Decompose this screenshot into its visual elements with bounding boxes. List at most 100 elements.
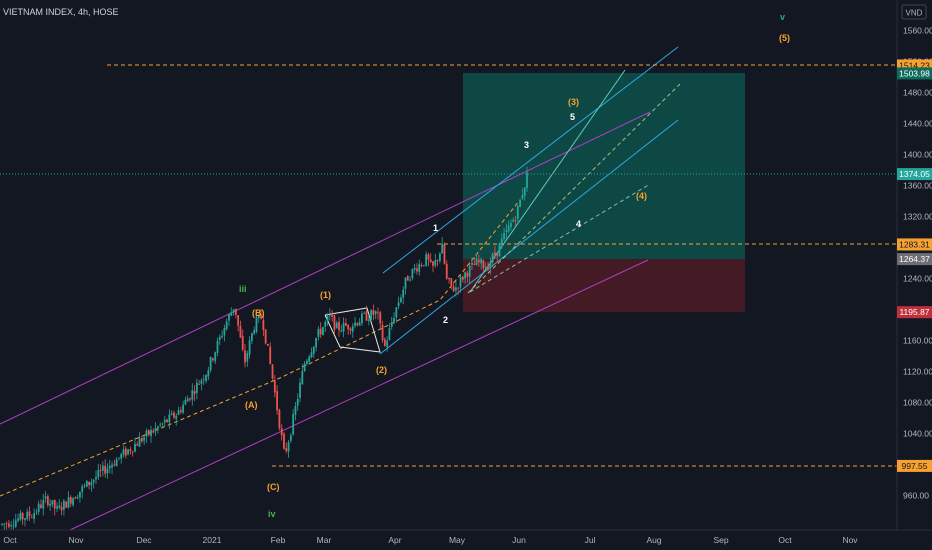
candle-body [328,314,331,316]
candle-body [21,512,24,520]
wave-label-2-orange: (2) [376,365,387,375]
candle-body [303,363,306,372]
candle-body [457,287,460,289]
candle-body [209,357,212,371]
wave-label-iii: iii [239,284,247,294]
candle-body [526,172,528,188]
price-label-bg[interactable] [897,459,932,472]
candle-body [372,310,375,315]
purple-upper-line[interactable] [0,111,651,425]
candle-body [271,364,274,379]
y-tick-label: 1040.00 [903,429,932,439]
candle-body [429,259,432,263]
candle-body [150,429,152,437]
triangle-pattern[interactable] [324,307,381,353]
horizontal-levels[interactable] [0,64,897,467]
candle-body [88,481,91,486]
candle-body [7,523,10,527]
candle-body [92,479,95,483]
candle-body [310,352,313,358]
candle-body [452,286,455,292]
candle-body [143,437,146,441]
candle-body [90,482,93,486]
x-tick-label: 2021 [203,535,222,545]
candle-body [356,323,359,326]
price-label: 997.55 [902,461,928,471]
candle-body [484,267,487,270]
x-axis-ticks: Oct Nov Dec 2021 Feb Mar Apr May Jun Jul Aug Sep Oct… [3,535,858,545]
purple-lower-line[interactable] [69,259,649,531]
y-tick-label: 960.00 [903,491,929,501]
purple-channel[interactable] [0,111,651,531]
candle-body [147,429,150,436]
candle-body [177,410,180,415]
candle-body [28,511,31,517]
loss-zone[interactable] [463,259,745,312]
candle-body [223,327,226,336]
x-tick-label: Feb [271,535,286,545]
candle-body [448,278,450,280]
candle-body [51,500,54,505]
candle-body [427,254,430,260]
orange-trend-line[interactable] [0,199,521,497]
candle-body [134,443,136,452]
candle-body [234,308,237,315]
fan-line-mid[interactable] [467,83,681,294]
candle-body [331,314,334,317]
candle-body [317,329,320,337]
currency-button[interactable] [901,4,927,20]
candle-body [104,465,107,474]
x-tick-label: Aug [646,535,661,545]
price-axis[interactable] [897,0,932,550]
candle-body [81,486,84,492]
blue-upper-line[interactable] [382,46,679,274]
price-label-bg[interactable] [897,168,932,181]
candle-body [189,398,191,400]
candle-body [136,444,139,446]
candle-body [56,506,58,509]
candle-body [292,414,295,435]
candle-body [12,525,15,527]
fan-lines[interactable] [467,69,681,294]
candle-body [388,327,391,340]
candle-body [351,326,354,332]
candle-body [3,523,6,525]
wave-labels: iii iv v (A) (B) (C) (1) (2) (3) (4) (5)… [239,12,790,519]
candle-body [416,268,418,272]
candlestick-series [1,166,528,533]
wave-label-A: (A) [245,400,258,410]
fan-line-steep[interactable] [469,69,626,293]
x-tick-label: Jul [585,535,596,545]
candle-body [179,410,182,412]
price-label-bg[interactable] [897,306,932,319]
candle-body [253,330,256,334]
candle-body [159,424,162,426]
candle-body [505,230,508,233]
chart-title: VIETNAM INDEX, 4h, HOSE [3,7,119,17]
price-label-bg[interactable] [897,67,932,80]
candle-body [260,314,262,319]
candle-body [184,399,187,405]
candle-body [400,297,402,303]
currency-button-label: VND [906,9,923,18]
wave-label-iv: iv [268,509,276,519]
candle-body [503,233,505,240]
candle-body [283,433,285,449]
blue-channel[interactable] [379,46,679,355]
blue-lower-line[interactable] [379,119,679,355]
candle-body [516,205,519,219]
candle-body [354,322,356,326]
candle-body [69,497,72,504]
price-label-bg[interactable] [897,238,932,251]
candle-body [441,243,444,254]
time-axis[interactable] [0,530,897,550]
wave-label-1-orange: (1) [320,290,331,300]
price-label-bg[interactable] [897,253,932,266]
candle-body [519,199,522,207]
candle-body [358,322,361,326]
candle-body [30,517,33,519]
candle-body [202,379,205,381]
candle-body [409,279,411,281]
x-tick-label: May [449,535,466,545]
